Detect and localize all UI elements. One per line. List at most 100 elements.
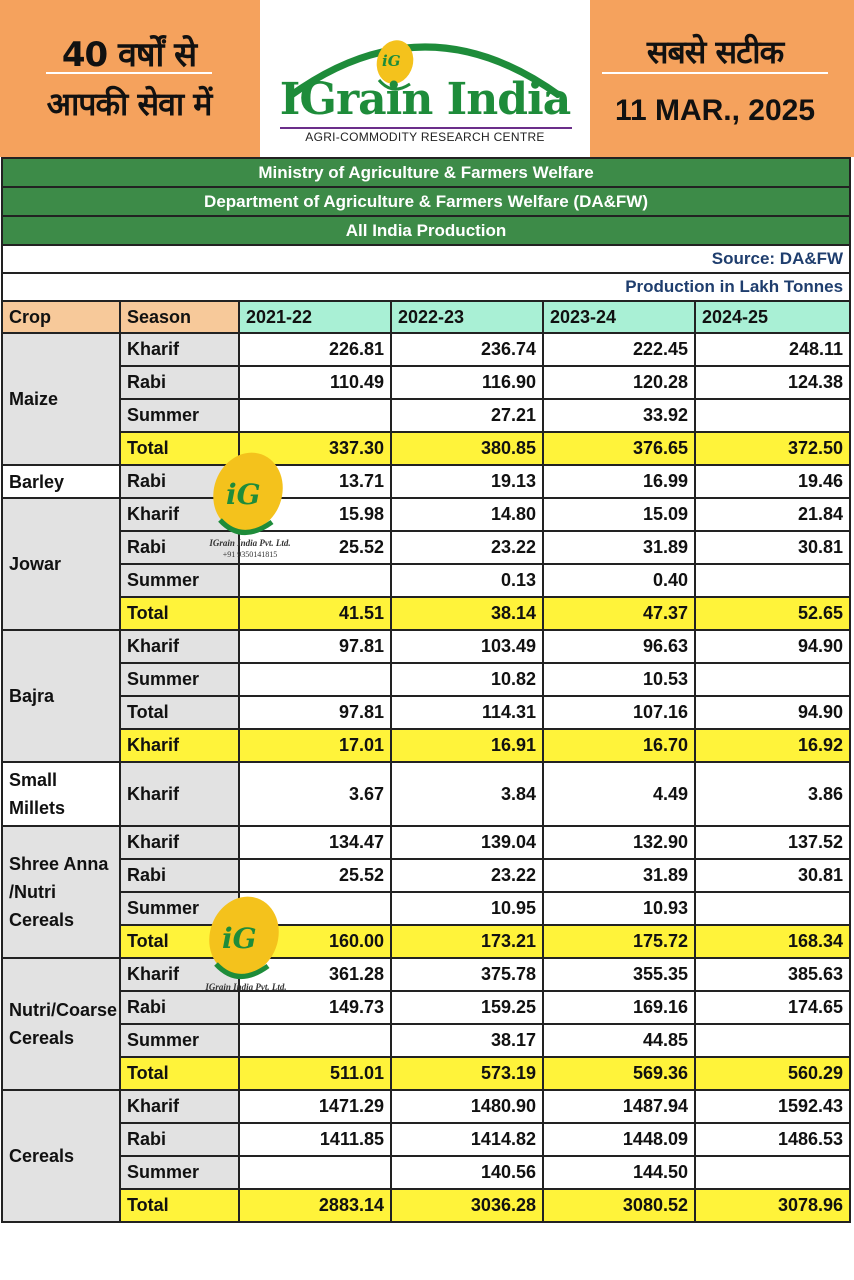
table-row: Bajra Kharif 97.81 103.49 96.63 94.90 [1,629,852,763]
value-cell: 94.90 [693,695,852,730]
unit-note: Production in Lakh Tonnes [0,272,852,302]
value-cell: 248.11 [693,332,852,367]
table-row: Jowar Kharif 15.98 14.80 15.09 21.84 [1,497,852,631]
value-cell: 110.49 [238,365,392,400]
value-cell: 25.52 [238,530,392,565]
value-cell: 380.85 [390,431,544,466]
value-cell: 137.52 [693,825,852,860]
tagline-accurate: सबसे सटीक [646,33,784,71]
value-cell: 17.01 [238,728,392,763]
table-row: Maize Kharif 226.81 236.74 222.45 248.11 [1,332,852,466]
value-cell: 149.73 [238,990,392,1025]
value-cell: 1487.94 [542,1089,696,1124]
value-cell: 120.28 [542,365,696,400]
value-cell [693,398,852,433]
table-row: Summer 140.56 144.50 [2,1155,852,1190]
value-cell: 569.36 [542,1056,696,1091]
value-cell: 4.49 [542,761,696,827]
watermark-company: IGrain India Pvt. Ltd. [205,982,287,992]
value-cell: 560.29 [693,1056,852,1091]
tagline-left: 40 वर्षों से आपकी सेवा में [0,0,258,157]
crop-name: Shree Anna /Nutri Cereals [1,825,121,959]
value-cell: 375.78 [390,957,544,992]
value-cell [238,1023,392,1058]
value-cell [693,662,852,697]
season-cell: Kharif [119,332,240,367]
column-header-2023-24: 2023-24 [542,300,696,334]
value-cell: 23.22 [390,858,544,893]
table-row: Small Millets Kharif 3.67 3.84 4.49 3.86 [1,761,852,827]
value-cell [693,1155,852,1190]
table-row: Summer 38.17 44.85 [2,1023,852,1058]
value-cell: 376.65 [542,431,696,466]
season-cell: Summer [119,1023,240,1058]
value-cell: 33.92 [542,398,696,433]
crop-name: Cereals [1,1089,121,1223]
value-cell: 3078.96 [693,1188,852,1223]
ministry-title: Ministry of Agriculture & Farmers Welfar… [0,157,852,188]
value-cell: 16.91 [390,728,544,763]
table-row: Total 2883.14 3036.28 3080.52 3078.96 [2,1188,852,1223]
value-cell: 38.17 [390,1023,544,1058]
season-cell: Kharif [119,629,240,664]
header-banner: 40 वर्षों से आपकी सेवा में iG IGrain Ind… [0,0,854,157]
production-table: Ministry of Agriculture & Farmers Welfar… [0,157,852,1223]
season-cell: Kharif [119,728,240,763]
table-row: Summer 10.82 10.53 [2,662,852,697]
table-row: Total 160.00 173.21 175.72 168.34 [2,924,852,959]
season-cell: Kharif [119,1089,240,1124]
value-cell: 38.14 [390,596,544,631]
value-cell: 168.34 [693,924,852,959]
season-cell: Summer [119,398,240,433]
value-cell: 16.70 [542,728,696,763]
value-cell: 13.71 [238,464,392,499]
column-header-crop: Crop [1,300,121,334]
value-cell: 44.85 [542,1023,696,1058]
season-cell: Total [119,596,240,631]
column-header-row: Crop Season 2021-22 2022-23 2023-24 2024… [1,300,852,334]
season-cell: Rabi [119,365,240,400]
value-cell: 10.53 [542,662,696,697]
value-cell: 159.25 [390,990,544,1025]
season-cell: Summer [119,1155,240,1190]
logo-arc-icon [287,40,563,98]
watermark-company: IGrain India Pvt. Ltd. [209,538,291,548]
watermark-mark: iG [226,478,261,511]
table-row: Summer 0.13 0.40 [2,563,852,598]
value-cell: 2883.14 [238,1188,392,1223]
value-cell: 140.56 [390,1155,544,1190]
table-row: Kharif 17.01 16.91 16.70 16.92 [2,728,852,763]
value-cell: 103.49 [390,629,544,664]
crop-name: Nutri/Coarse Cereals [1,957,121,1091]
value-cell: 10.82 [390,662,544,697]
value-cell: 385.63 [693,957,852,992]
value-cell [238,398,392,433]
value-cell: 41.51 [238,596,392,631]
tagline-right: सबसे सटीक 11 MAR., 2025 [590,0,854,157]
value-cell: 19.46 [693,464,852,499]
season-cell: Rabi [119,858,240,893]
table-row: Total 41.51 38.14 47.37 52.65 [2,596,852,631]
value-cell: 132.90 [542,825,696,860]
source-note: Source: DA&FW [0,244,852,274]
value-cell: 114.31 [390,695,544,730]
value-cell [693,1023,852,1058]
value-cell: 30.81 [693,530,852,565]
season-cell: Summer [119,662,240,697]
value-cell: 116.90 [390,365,544,400]
value-cell: 144.50 [542,1155,696,1190]
value-cell: 236.74 [390,332,544,367]
value-cell: 27.21 [390,398,544,433]
crop-name: Bajra [1,629,121,763]
table-row: Total 337.30 380.85 376.65 372.50 [2,431,852,466]
value-cell: 174.65 [693,990,852,1025]
value-cell: 14.80 [390,497,544,532]
tagline-line2: आपकी सेवा में [46,85,213,123]
value-cell: 1411.85 [238,1122,392,1157]
table-row: Total 511.01 573.19 569.36 560.29 [2,1056,852,1091]
table-row: Total 97.81 114.31 107.16 94.90 [2,695,852,730]
value-cell: 3036.28 [390,1188,544,1223]
season-cell: Total [119,431,240,466]
crop-name: Barley [1,464,121,499]
season-cell: Kharif [119,825,240,860]
